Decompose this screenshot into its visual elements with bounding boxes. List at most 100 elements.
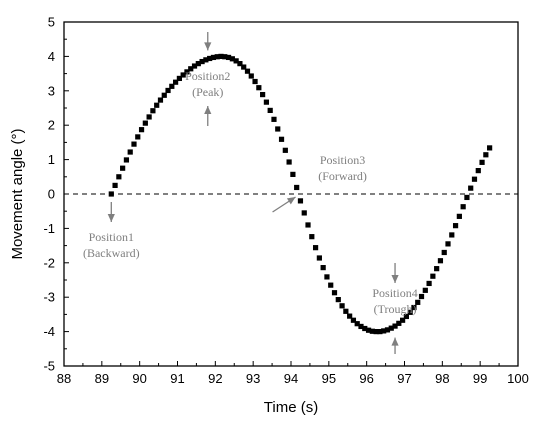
y-axis-label: Movement angle (°) (9, 128, 26, 259)
x-tick-label: 98 (435, 371, 449, 386)
data-point (479, 159, 485, 165)
data-point (468, 185, 474, 191)
annotation-position1: (Backward) (83, 246, 140, 260)
data-point (430, 273, 436, 279)
data-point (207, 55, 213, 62)
y-tick-label: 2 (48, 118, 55, 133)
annotations: Position1 (Backward) Position2 (Peak) Positi… (83, 32, 418, 354)
y-axis-ticks: -5 -4 -3 -2 -1 0 1 2 3 4 5 (43, 15, 69, 374)
data-point (487, 145, 493, 151)
y-tick-label: -4 (43, 324, 55, 339)
arrow-head (107, 214, 115, 222)
x-tick-label: 100 (507, 371, 529, 386)
y-tick-label: -5 (43, 359, 55, 374)
data-point (343, 308, 349, 314)
data-point (176, 75, 182, 82)
x-tick-label: 88 (57, 371, 71, 386)
data-point (278, 136, 285, 142)
data-point (199, 58, 205, 65)
data-point (169, 83, 175, 89)
data-point (138, 127, 145, 133)
arrow-head (391, 275, 399, 283)
y-tick-label: -2 (43, 255, 55, 270)
data-point (184, 69, 190, 75)
data-point (286, 159, 292, 165)
data-point (426, 280, 432, 287)
data-point (320, 265, 326, 271)
data-point (464, 194, 470, 201)
x-tick-label: 91 (170, 371, 184, 386)
data-point (403, 313, 409, 320)
data-point (362, 325, 368, 332)
data-point (180, 72, 186, 78)
x-tick-label: 99 (473, 371, 487, 386)
data-point (445, 241, 451, 247)
data-point (347, 313, 353, 319)
annotation-position1: Position1 (89, 230, 134, 244)
y-tick-label: -3 (43, 290, 55, 305)
annotation-position2: (Peak) (192, 85, 223, 99)
arrow-head (391, 337, 399, 346)
data-point (165, 87, 171, 94)
data-point (358, 323, 364, 330)
data-point (157, 97, 164, 103)
arrow-head (204, 42, 212, 51)
data-point (475, 168, 481, 174)
annotation-position2: Position2 (185, 69, 230, 83)
data-point (260, 91, 266, 98)
annotation-position4: Position4 (372, 286, 417, 300)
data-point (188, 66, 194, 72)
annotation-position3: (Forward) (318, 169, 367, 183)
data-point (365, 327, 372, 333)
annotation-arrow (391, 337, 399, 354)
data-point (456, 213, 462, 219)
data-point (161, 92, 167, 98)
data-point (411, 304, 417, 311)
y-tick-label: 0 (48, 187, 55, 202)
data-point (415, 299, 421, 305)
data-point (142, 120, 148, 126)
data-point (150, 108, 156, 114)
arrow-head (204, 106, 212, 114)
data-point (452, 223, 459, 229)
y-tick-label: -1 (43, 221, 55, 236)
data-point (173, 79, 179, 85)
annotation-position4: (Trough) (374, 302, 417, 316)
data-point (373, 329, 379, 335)
data-point (384, 327, 391, 333)
data-point (350, 317, 357, 323)
data-point (127, 149, 133, 155)
data-point (339, 303, 345, 309)
data-point (449, 232, 455, 238)
x-tick-label: 92 (208, 371, 222, 386)
annotation-arrow (107, 202, 115, 222)
data-point (328, 282, 334, 288)
x-tick-label: 90 (132, 371, 146, 386)
annotation-arrow (391, 263, 399, 283)
y-tick-label: 5 (48, 15, 55, 30)
data-point (392, 323, 398, 329)
data-point (241, 64, 247, 70)
data-point (377, 329, 383, 335)
data-point (225, 54, 232, 61)
data-point (305, 222, 311, 228)
data-point (233, 58, 239, 64)
data-point (267, 107, 273, 114)
data-point (275, 126, 281, 132)
data-point (112, 182, 118, 188)
data-point (282, 147, 288, 153)
data-point (203, 57, 209, 63)
data-point (108, 191, 114, 197)
data-point (331, 290, 338, 296)
data-point (324, 274, 330, 280)
data-point (297, 198, 304, 204)
data-point (434, 266, 440, 272)
data-point (116, 174, 122, 180)
data-point (400, 317, 406, 323)
data-point (120, 165, 126, 171)
data-point (229, 56, 235, 62)
data-point (301, 210, 307, 216)
data-point (381, 328, 387, 334)
data-point (294, 184, 300, 191)
